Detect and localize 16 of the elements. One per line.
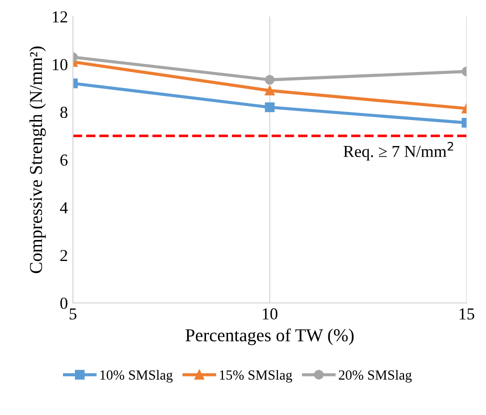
legend-label: 10% SMSlag — [100, 370, 173, 383]
x-tick-label: 10 — [262, 308, 278, 320]
y-tick-label: 12 — [52, 11, 68, 22]
x-tick-label: 5 — [70, 308, 76, 320]
x-axis-title: Percentages of TW (%) — [186, 328, 354, 346]
legend-label: 15% SMSlag — [220, 370, 292, 383]
y-tick-label: 2 — [60, 250, 68, 262]
ref-line-label: Req. ≥ 7 N/mm$^{2}$ — [344, 142, 454, 160]
legend-label: 20% SMSlag — [338, 370, 412, 383]
y-axis-title: Compressive Strength (N/mm²) — [29, 46, 46, 274]
y-tick-label: 8 — [60, 106, 68, 118]
y-tick-label: 4 — [60, 202, 68, 214]
x-tick-label: 15 — [460, 308, 474, 320]
y-tick-label: 6 — [60, 154, 68, 166]
y-tick-label: 0 — [60, 298, 68, 309]
y-tick-label: 10 — [52, 59, 68, 70]
